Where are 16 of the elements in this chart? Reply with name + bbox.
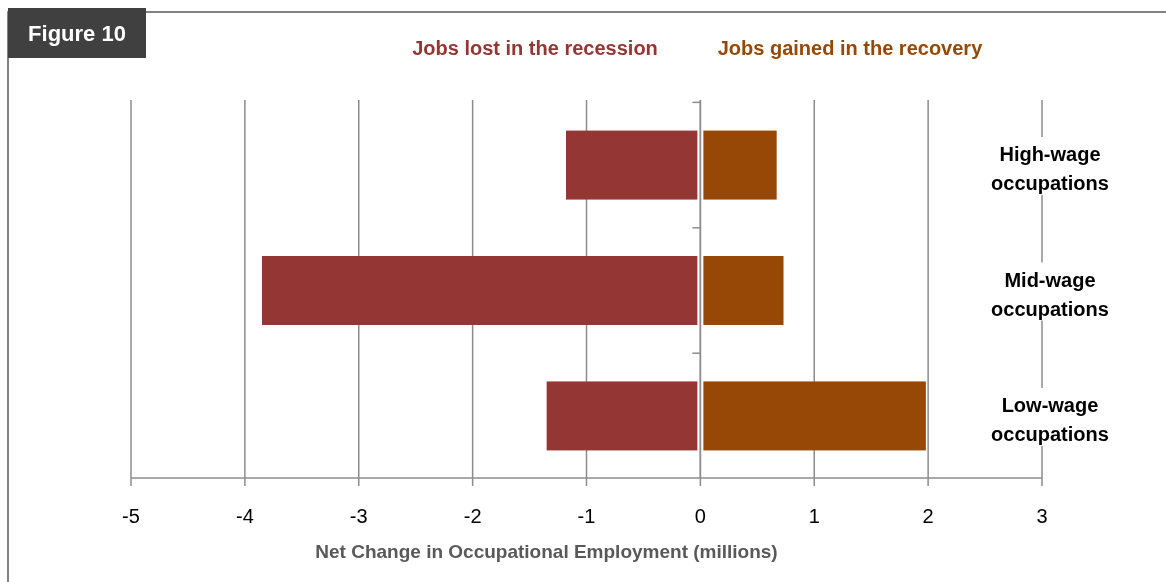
chart-title: Figure 10 bbox=[28, 21, 126, 46]
text: Jobs gained in the recovery bbox=[717, 37, 984, 59]
text: Jobs lost in the recession bbox=[412, 37, 658, 59]
y-tick-label: Mid-wage occupations bbox=[991, 268, 1109, 320]
x-tick-label: 1 bbox=[808, 505, 820, 527]
x-tick-label: 2 bbox=[922, 505, 934, 527]
x-tick-label: -1 bbox=[577, 505, 596, 527]
y-tick-label: High-wage occupations bbox=[991, 143, 1109, 195]
x-tick-label: 0 bbox=[694, 505, 706, 527]
x-tick-label: -2 bbox=[463, 505, 482, 527]
y-tick-label: Low-wage occupations bbox=[991, 393, 1109, 445]
x-axis-title: Net Change in Occupational Employment (millions) bbox=[315, 541, 778, 562]
x-tick-label: -3 bbox=[349, 505, 368, 527]
x-tick-label: -4 bbox=[235, 505, 254, 527]
x-tick-label: -5 bbox=[122, 505, 140, 527]
x-tick-label: 3 bbox=[1036, 505, 1048, 527]
